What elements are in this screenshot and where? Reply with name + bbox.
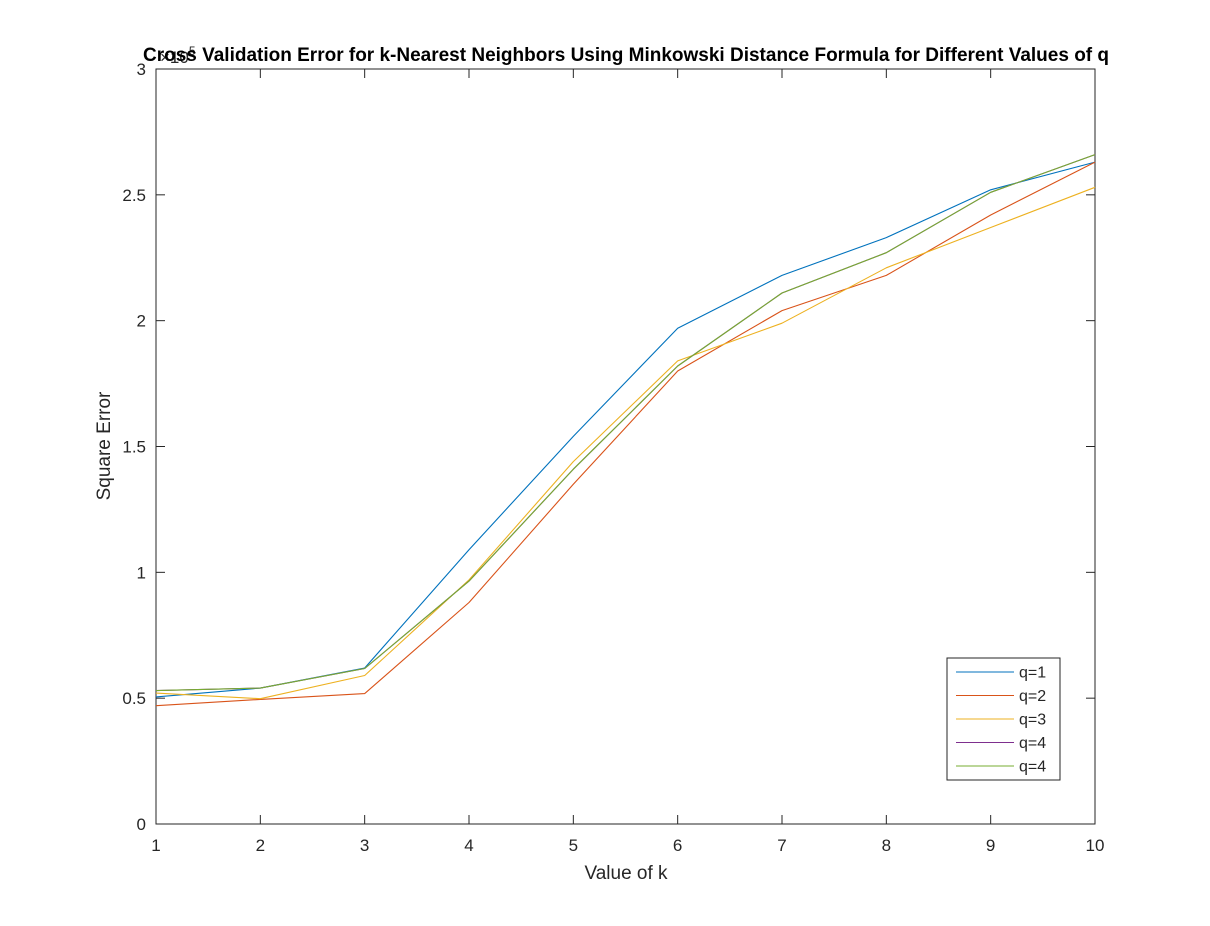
y-tick-label: 1 (137, 563, 146, 582)
series-line-5 (155, 154, 1096, 692)
series-line-2 (155, 161, 1096, 707)
y-axis-exponent: ×105 (160, 44, 196, 67)
y-tick-label: 2.5 (122, 186, 146, 205)
y-tick-label: 0 (137, 815, 146, 834)
legend-label-2: q=2 (1019, 688, 1046, 705)
plot-area (155, 68, 1096, 825)
y-tick-label: 2 (137, 312, 146, 331)
series-line-3 (155, 186, 1096, 700)
tick-marks (155, 68, 1096, 825)
y-axis-label: Square Error (94, 391, 115, 500)
y-tick-label: 0.5 (122, 689, 146, 708)
y-tick-label: 1.5 (122, 438, 146, 457)
x-axis-label: Value of k (584, 863, 668, 884)
x-tick-label: 9 (986, 836, 995, 855)
series-lines (155, 154, 1096, 707)
x-tick-label: 10 (1086, 836, 1105, 855)
y-axis-exponent-power: 5 (189, 44, 196, 58)
legend-label-4: q=4 (1019, 735, 1046, 752)
x-tick-label: 2 (256, 836, 265, 855)
x-tick-label: 6 (673, 836, 682, 855)
x-tick-label: 5 (569, 836, 578, 855)
plot-frame (155, 68, 1096, 825)
x-tick-label: 8 (882, 836, 891, 855)
x-tick-label: 4 (464, 836, 473, 855)
legend: q=1 q=2 q=3 q=4 q=4 (946, 657, 1061, 781)
x-tick-label: 7 (777, 836, 786, 855)
x-tick-label: 3 (360, 836, 369, 855)
legend-label-3: q=3 (1019, 712, 1046, 729)
y-axis-exponent-base: ×10 (160, 48, 189, 67)
x-tick-label: 1 (151, 836, 160, 855)
y-tick-label: 3 (137, 60, 146, 79)
legend-label-5: q=4 (1019, 759, 1046, 776)
chart-title: Cross Validation Error for k-Nearest Nei… (143, 45, 1109, 66)
tick-labels: 1 2 3 4 5 6 7 8 9 10 0 0.5 1 1.5 2 2.5 3 (122, 60, 1104, 855)
legend-label-1: q=1 (1019, 665, 1046, 682)
